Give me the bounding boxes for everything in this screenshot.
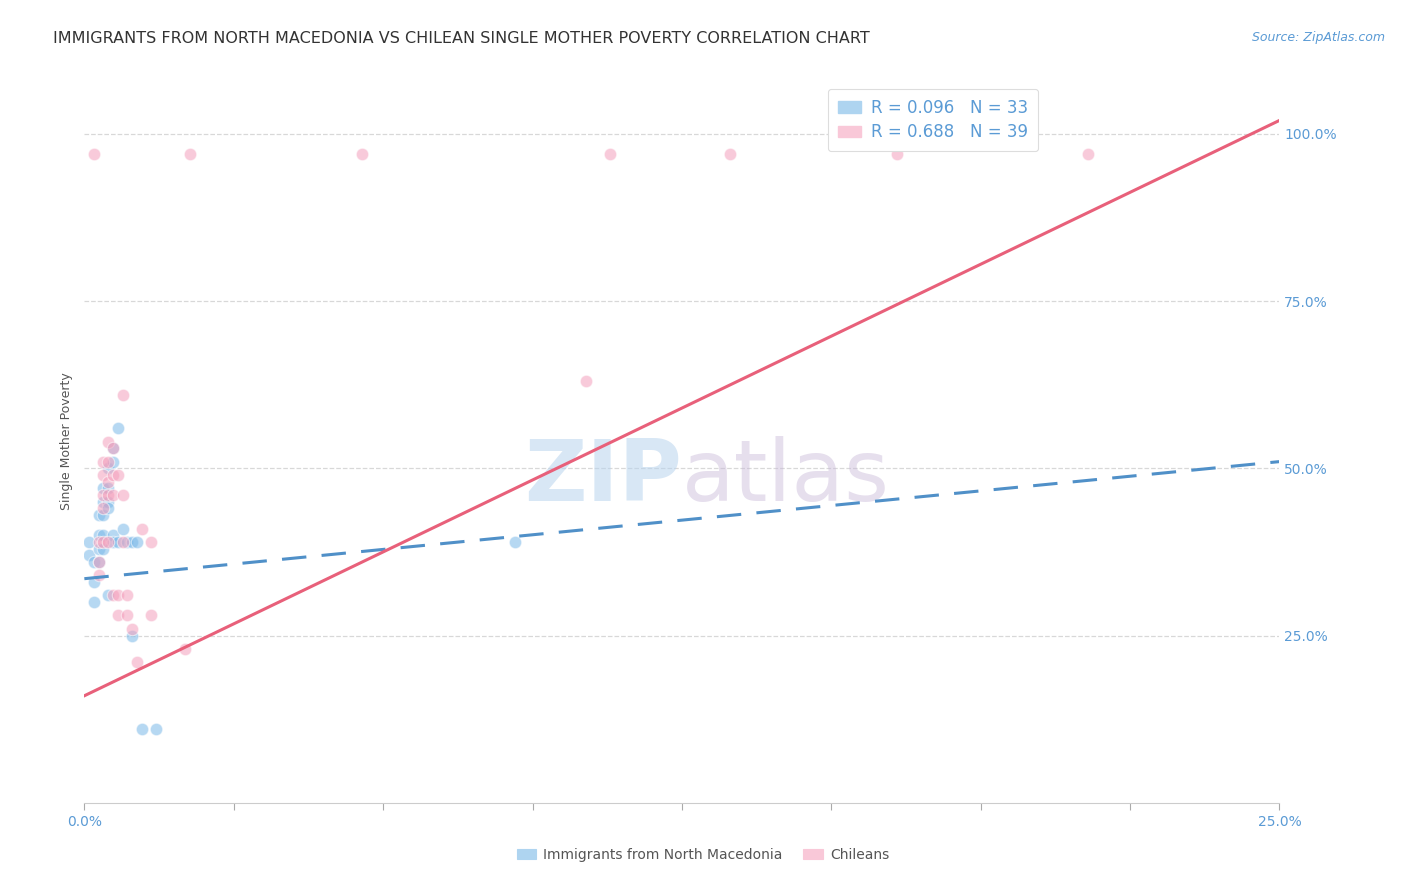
Point (111, 521, 134, 535)
Point (87, 528, 110, 542)
Point (101, 534, 124, 549)
Point (93, 528, 115, 542)
Point (101, 589, 124, 603)
Legend: Immigrants from North Macedonia, Chileans: Immigrants from North Macedonia, Chilean… (512, 842, 894, 867)
Point (93, 501, 115, 516)
Point (599, 147, 621, 161)
Point (101, 442, 124, 455)
Point (97, 434, 120, 449)
Point (97, 534, 120, 549)
Point (575, 375, 598, 389)
Point (97, 501, 120, 516)
Point (111, 488, 134, 502)
Point (101, 488, 124, 502)
Point (121, 628, 143, 642)
Point (87, 568, 110, 582)
Point (93, 508, 115, 523)
Point (145, 723, 167, 737)
Point (111, 387, 134, 401)
Point (93, 488, 115, 502)
Point (93, 541, 115, 556)
Point (117, 534, 139, 549)
Point (107, 467, 129, 482)
Point (125, 534, 148, 549)
Point (87, 541, 110, 556)
Point (87, 555, 110, 569)
Y-axis label: Single Mother Poverty: Single Mother Poverty (60, 373, 73, 510)
Point (179, 147, 201, 161)
Point (97, 494, 120, 508)
Point (107, 608, 129, 623)
Text: atlas: atlas (682, 436, 890, 519)
Point (131, 521, 153, 535)
Point (1077, 147, 1099, 161)
Point (93, 534, 115, 549)
Point (111, 534, 134, 549)
Point (107, 534, 129, 549)
Point (93, 455, 115, 469)
Point (97, 589, 120, 603)
Point (117, 608, 139, 623)
Point (107, 589, 129, 603)
Point (101, 467, 124, 482)
Text: IMMIGRANTS FROM NORTH MACEDONIA VS CHILEAN SINGLE MOTHER POVERTY CORRELATION CHA: IMMIGRANTS FROM NORTH MACEDONIA VS CHILE… (53, 31, 870, 46)
Point (141, 608, 163, 623)
Point (83, 147, 105, 161)
Point (173, 642, 195, 657)
Point (350, 147, 373, 161)
Point (97, 475, 120, 489)
Point (141, 534, 163, 549)
Point (101, 528, 124, 542)
Point (87, 534, 110, 549)
Point (83, 595, 105, 609)
Point (93, 467, 115, 482)
Point (101, 455, 124, 469)
Point (125, 655, 148, 669)
Point (97, 488, 120, 502)
Point (97, 461, 120, 475)
Point (503, 534, 526, 549)
Point (93, 482, 115, 496)
Point (97, 455, 120, 469)
Text: Source: ZipAtlas.com: Source: ZipAtlas.com (1251, 31, 1385, 45)
Point (77, 548, 100, 563)
Point (121, 622, 143, 636)
Point (886, 147, 908, 161)
Point (117, 589, 139, 603)
Point (93, 494, 115, 508)
Point (83, 575, 105, 590)
Point (87, 508, 110, 523)
Point (83, 555, 105, 569)
Point (131, 723, 153, 737)
Text: ZIP: ZIP (524, 436, 682, 519)
Point (97, 482, 120, 496)
Point (77, 534, 100, 549)
Point (101, 442, 124, 455)
Point (718, 147, 741, 161)
Point (107, 421, 129, 435)
Legend: R = 0.096   N = 33, R = 0.688   N = 39: R = 0.096 N = 33, R = 0.688 N = 39 (828, 88, 1038, 152)
Point (87, 555, 110, 569)
Point (121, 534, 143, 549)
